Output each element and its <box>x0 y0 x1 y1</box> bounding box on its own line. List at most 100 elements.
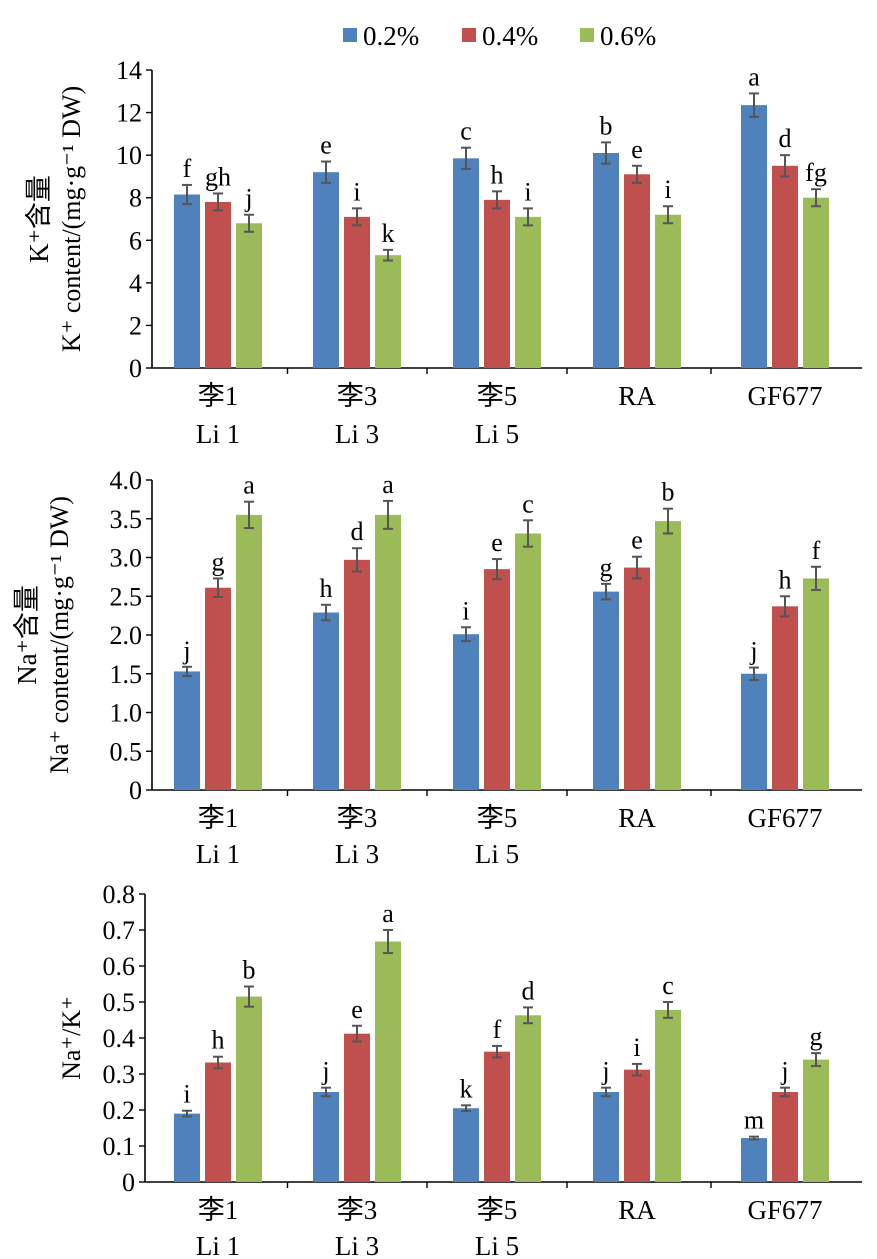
bar <box>313 1092 339 1182</box>
x-tick-label: RA <box>618 803 656 833</box>
bar <box>803 1059 829 1182</box>
x-tick-label: 李5 <box>477 1195 518 1225</box>
significance-letter: e <box>351 995 363 1024</box>
significance-letter: fg <box>805 158 827 187</box>
bar <box>772 1092 798 1182</box>
significance-letter: i <box>664 175 671 204</box>
x-tick-label-en: Li 1 <box>196 1231 240 1259</box>
bar <box>236 223 262 368</box>
bar <box>313 172 339 368</box>
y-tick-label: 0 <box>129 354 142 383</box>
y-axis-label: Na⁺ content/(mg·g⁻¹ DW) <box>45 496 74 774</box>
legend-swatch-1 <box>462 28 476 42</box>
x-tick-label: 李5 <box>477 381 518 411</box>
significance-letter: f <box>493 1015 502 1044</box>
bar <box>803 197 829 368</box>
x-tick-label: GF677 <box>747 381 822 411</box>
y-tick-label: 3.5 <box>110 505 143 534</box>
bar <box>484 569 510 790</box>
y-axis-label: Na⁺/K⁺ <box>57 996 86 1080</box>
bar <box>236 996 262 1182</box>
x-tick-label: RA <box>618 381 656 411</box>
significance-letter: j <box>182 636 190 665</box>
chart-na-k-ratio: 0 0.1 0.2 0.3 0.4 0.5 0.6 0.7 0.8 李1 Li 1 李3 Li 3 李5 L… <box>57 880 862 1259</box>
bar <box>313 612 339 790</box>
x-tick-label-en: Li 3 <box>335 839 379 869</box>
y-tick-label: 0.5 <box>103 988 136 1017</box>
x-tick-label-en: Li 3 <box>335 1231 379 1259</box>
x-tick-label-en: Li 5 <box>475 1231 519 1259</box>
significance-letter: j <box>321 1057 329 1086</box>
significance-letter: k <box>460 1074 473 1103</box>
significance-letter: h <box>320 574 333 603</box>
y-tick-label: 2.5 <box>110 582 143 611</box>
significance-letter: a <box>243 471 255 500</box>
significance-letter: j <box>780 1057 788 1086</box>
significance-letter: gh <box>205 162 231 191</box>
bar <box>344 216 370 368</box>
bar <box>593 1092 619 1182</box>
bar <box>624 1069 650 1182</box>
y-tick-label: 14 <box>116 56 142 85</box>
y-tick-label: 4.0 <box>110 466 143 495</box>
bar <box>205 587 231 790</box>
bar <box>174 671 200 790</box>
bar <box>375 255 401 368</box>
y-tick-label: 0.2 <box>103 1096 136 1125</box>
significance-letter: a <box>382 470 394 499</box>
bar <box>205 201 231 368</box>
bar <box>205 1062 231 1182</box>
bar <box>655 214 681 368</box>
legend: 0.2% 0.4% 0.6% <box>343 21 656 51</box>
y-tick-label: 0 <box>122 1168 135 1197</box>
y-tick-label: 12 <box>116 99 142 128</box>
significance-letter: h <box>779 565 792 594</box>
bar <box>453 158 479 368</box>
y-tick-label: 0.6 <box>103 952 136 981</box>
significance-letter: f <box>183 154 192 183</box>
y-axis-label-cn: Na⁺含量 <box>12 585 42 685</box>
bar <box>484 199 510 368</box>
legend-label-1: 0.4% <box>482 21 538 51</box>
significance-letter: c <box>522 489 534 518</box>
legend-label-2: 0.6% <box>600 21 656 51</box>
x-tick-label: RA <box>618 1195 656 1225</box>
y-axis-label: K⁺ content/(mg·g⁻¹ DW) <box>57 86 86 352</box>
significance-letter: i <box>462 596 469 625</box>
bar <box>624 567 650 790</box>
significance-letter: a <box>748 62 760 91</box>
bar <box>484 1051 510 1182</box>
legend-swatch-2 <box>580 28 594 42</box>
x-tick-label: 李3 <box>337 803 378 833</box>
significance-letter: h <box>491 160 504 189</box>
significance-letter: g <box>810 1022 823 1051</box>
x-tick-label: 李3 <box>337 1195 378 1225</box>
bar <box>803 578 829 790</box>
bar <box>655 521 681 790</box>
significance-letter: d <box>351 517 364 546</box>
x-tick-label: 李1 <box>198 381 239 411</box>
x-tick-label-en: Li 3 <box>335 419 379 449</box>
bar <box>375 941 401 1182</box>
x-tick-label-en: Li 1 <box>196 839 240 869</box>
chart-k-content: 0 2 4 6 8 10 12 14 李1 Li 1 李3 Li 3 李5 Li 5 RA GF677 K⁺含量… <box>24 56 862 449</box>
significance-letter: j <box>601 1057 609 1086</box>
y-tick-label: 0.7 <box>103 916 136 945</box>
significance-letter: e <box>631 526 643 555</box>
significance-letter: c <box>460 117 472 146</box>
bar <box>375 514 401 790</box>
significance-letter: b <box>662 478 675 507</box>
significance-letter: d <box>522 976 535 1005</box>
bar <box>344 1033 370 1182</box>
y-tick-label: 0.8 <box>103 880 136 909</box>
significance-letter: b <box>600 111 613 140</box>
x-tick-label: GF677 <box>747 1195 822 1225</box>
bar <box>741 105 767 368</box>
bar <box>174 194 200 368</box>
bar <box>741 1138 767 1182</box>
bar <box>741 673 767 790</box>
y-tick-label: 2 <box>129 311 142 340</box>
bar <box>624 174 650 368</box>
significance-letter: h <box>212 1026 225 1055</box>
